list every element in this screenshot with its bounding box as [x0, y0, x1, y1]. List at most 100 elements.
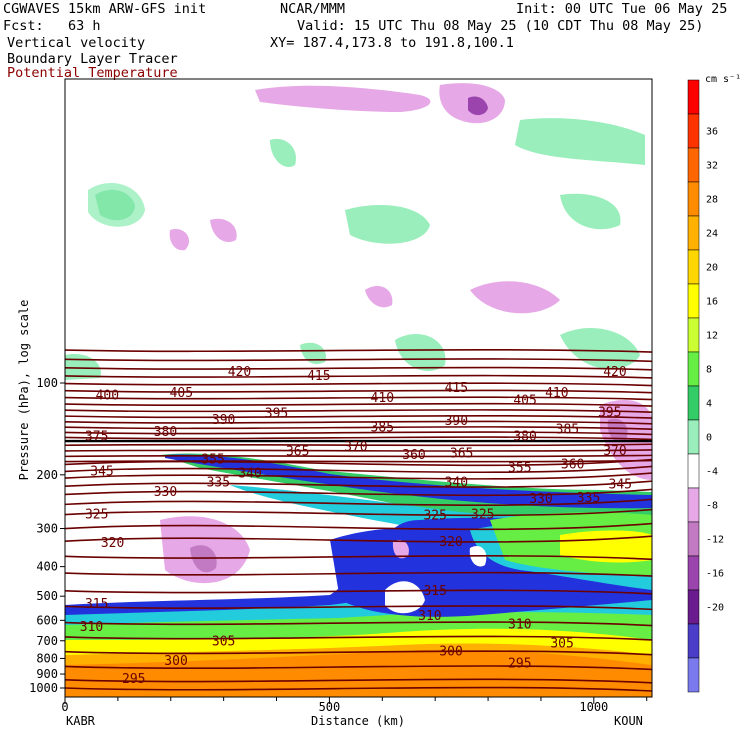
green-patch-7 [560, 193, 621, 230]
theta-label: 295 [122, 672, 145, 687]
theta-line [65, 414, 652, 419]
green-patch-1b [88, 182, 145, 227]
theta-line [65, 409, 652, 414]
theta-label: 330 [154, 485, 177, 500]
colorbar-swatch [687, 453, 700, 489]
theta-line [65, 508, 652, 517]
theta-label: 325 [423, 509, 446, 524]
y-tick-label: 900 [36, 667, 58, 681]
theta-line [65, 535, 652, 543]
colorbar-level-label: -8 [706, 500, 718, 511]
forecast-hour: Fcst: 63 h [3, 18, 101, 34]
theta-label: 325 [85, 508, 108, 523]
colorbar-swatch [687, 521, 700, 557]
theta-label: 400 [96, 389, 119, 404]
y-tick-label: 600 [36, 613, 58, 627]
theta-label: 415 [307, 369, 330, 384]
colorbar-level-label: 32 [706, 160, 718, 171]
theta-label: 390 [445, 414, 468, 429]
plot-frame [64, 78, 653, 698]
field-vertical-velocity: Vertical velocity [7, 35, 146, 51]
theta-label: 330 [529, 492, 552, 507]
y-tick-label: 100 [36, 376, 58, 390]
theta-line [65, 389, 652, 394]
theta-label: 420 [603, 365, 626, 380]
colorbar: 36 32 28 24 20 16 12 8 4 0 -4 -8 -12 -16 -20 [687, 79, 724, 693]
theta-label: 345 [90, 464, 113, 479]
field-potential-temperature: Potential Temperature [7, 65, 178, 81]
colorbar-level-label: -4 [706, 466, 718, 477]
center-label: NCAR/MMM [280, 1, 346, 17]
purple-mid-core [392, 539, 409, 559]
theta-line [65, 420, 652, 425]
theta-label: 340 [445, 476, 468, 491]
theta-line [65, 458, 652, 467]
theta-label: 385 [371, 421, 394, 436]
purple-patch-8 [470, 281, 560, 314]
theta-label: 335 [207, 476, 230, 491]
theta-label: 365 [286, 445, 309, 460]
theta-line [65, 635, 652, 641]
colorbar-swatch [687, 419, 700, 455]
colorbar-swatch [687, 113, 700, 149]
theta-label: 345 [609, 477, 632, 492]
colorbar-swatch [687, 351, 700, 387]
theta-line [65, 436, 652, 441]
colorbar-level-label: 8 [706, 364, 712, 375]
theta-label: 295 [508, 656, 531, 671]
x-axis-label: Distance (km) [311, 714, 405, 728]
theta-contour-labels: 420 415 420 400 405 410 415 405 410 390 395 385 390 3… [80, 365, 632, 687]
theta-label: 380 [513, 430, 536, 445]
y-tick-label: 400 [36, 560, 58, 574]
purple-patch-top [255, 85, 431, 112]
x-axis: 0 500 1000 [61, 697, 648, 714]
colorbar-level-label: 20 [706, 262, 718, 273]
theta-label: 325 [471, 508, 494, 523]
theta-label: 395 [598, 406, 621, 421]
colorbar-level-label: 36 [706, 126, 718, 137]
y-tick-label: 1000 [29, 681, 58, 695]
purple-lower-left-core [190, 545, 217, 573]
theta-line [65, 522, 652, 531]
colorbar-swatch [687, 657, 700, 693]
theta-label: 390 [212, 413, 235, 428]
theta-label: 335 [577, 491, 600, 506]
theta-label: 315 [85, 597, 108, 612]
theta-line [65, 465, 652, 474]
theta-line [65, 555, 652, 561]
theta-label: 310 [418, 609, 441, 624]
theta-label: 315 [423, 584, 446, 599]
theta-line [65, 650, 652, 656]
purple-core-top-right [468, 96, 488, 116]
y-tick-label: 700 [36, 634, 58, 648]
colorbar-swatch [687, 317, 700, 353]
colorbar-level-label: 12 [706, 330, 718, 341]
field-bl-tracer: Boundary Layer Tracer [7, 51, 178, 67]
theta-line [65, 665, 652, 671]
green-patch-3 [345, 205, 430, 244]
theta-line [65, 472, 652, 480]
green-patch-10 [395, 334, 446, 372]
colorbar-level-label: 16 [706, 296, 718, 307]
theta-label: 360 [561, 457, 584, 472]
y-tick-label: 300 [36, 522, 58, 536]
theta-line [65, 366, 652, 371]
theta-line [65, 382, 652, 387]
colorbar-swatch [687, 623, 700, 659]
theta-line [65, 426, 652, 430]
theta-label: 365 [450, 446, 473, 461]
theta-label: 380 [154, 425, 177, 440]
theta-label: 410 [545, 386, 568, 401]
theta-line [65, 480, 652, 488]
colorbar-swatch [687, 249, 700, 285]
theta-label: 375 [85, 430, 108, 445]
theta-label: 385 [556, 422, 579, 437]
y-axis-label: Pressure (hPa), log scale [17, 300, 31, 481]
y-tick-label: 200 [36, 468, 58, 482]
xy-endpoints: XY= 187.4,173.8 to 191.8,100.1 [270, 35, 514, 51]
theta-label: 405 [170, 386, 193, 401]
colorbar-swatch [687, 283, 700, 319]
theta-label: 305 [550, 637, 573, 652]
